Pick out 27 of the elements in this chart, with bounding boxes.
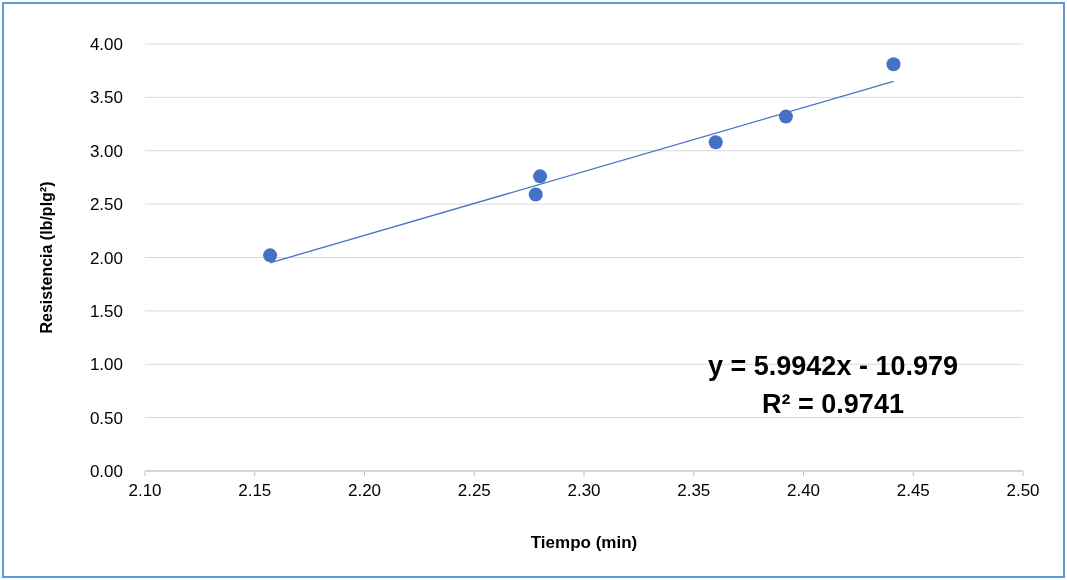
x-tick-label: 2.20 — [347, 481, 382, 500]
x-tick-label: 2.35 — [677, 481, 711, 500]
y-tick-label: 1.00 — [89, 355, 123, 375]
point — [263, 248, 278, 263]
y-tick-label: 2.50 — [89, 195, 123, 215]
y-tick-label: 0.00 — [89, 462, 123, 481]
y-tick-label: 1.50 — [89, 301, 123, 321]
y-tick-label: 3.50 — [89, 88, 123, 108]
x-axis-title: Tiempo (min) — [530, 533, 638, 552]
y-tick-label: 2.00 — [89, 248, 123, 268]
y-tick-label: 0.50 — [89, 408, 123, 428]
x-tick-label: 2.40 — [786, 481, 821, 500]
x-tick-label: 2.15 — [238, 481, 272, 500]
x-tick-label: 2.30 — [567, 481, 601, 500]
point — [708, 135, 723, 150]
x-tick-label: 2.45 — [896, 481, 930, 500]
y-tick-label: 4.00 — [89, 35, 123, 54]
annotation: y = 5.9942x - 10.979 — [708, 351, 958, 381]
x-tick-label: 2.50 — [1006, 481, 1040, 500]
y-axis-title: Resistencia (lb/plg²) — [38, 181, 55, 334]
point — [528, 187, 543, 202]
x-tick-label: 2.10 — [128, 481, 162, 500]
annotation: R² = 0.9741 — [762, 389, 904, 419]
x-tick-label: 2.25 — [457, 481, 491, 500]
y-tick-label: 3.00 — [89, 141, 123, 161]
point — [533, 169, 548, 184]
point — [886, 57, 901, 72]
